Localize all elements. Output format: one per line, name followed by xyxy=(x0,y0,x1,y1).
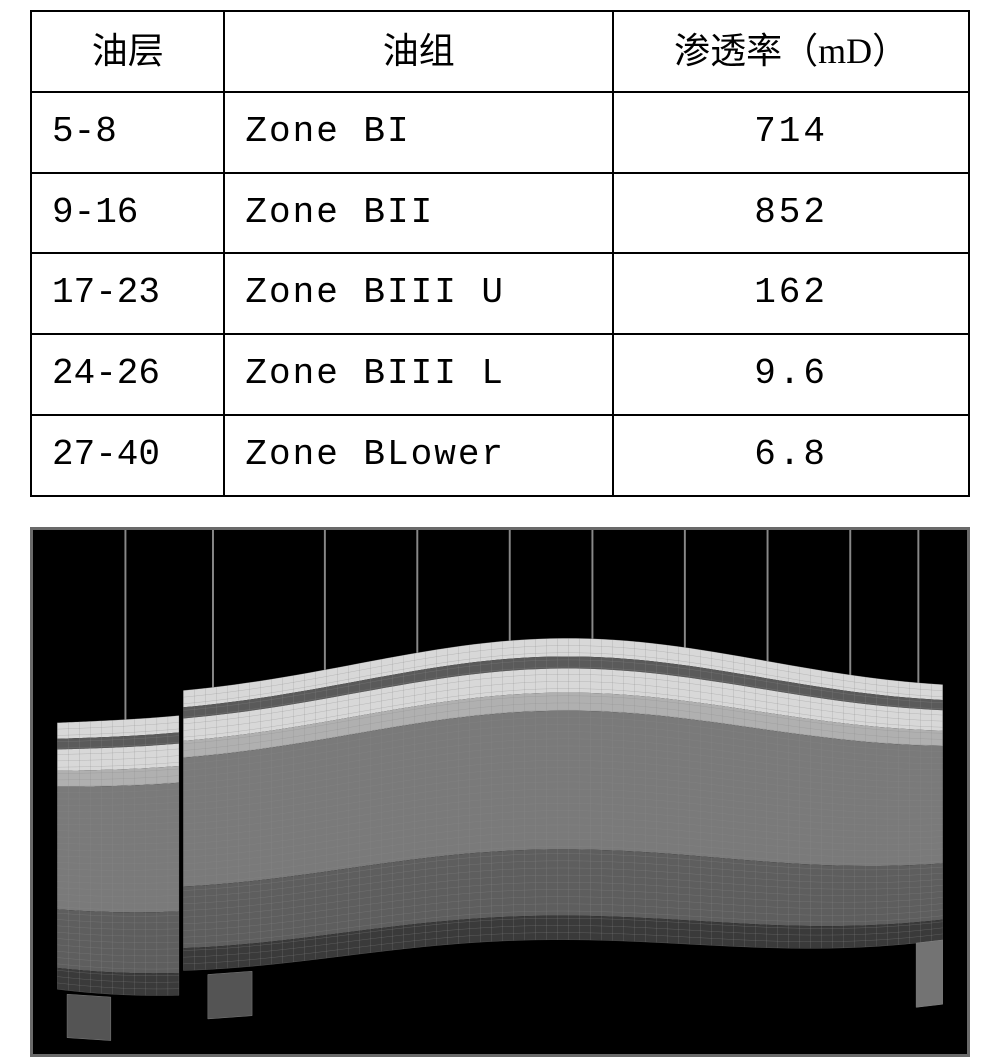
cell-zone: Zone BLower xyxy=(224,415,613,496)
table-body: 5-8 Zone BI 714 9-16 Zone BII 852 17-23 … xyxy=(31,92,969,496)
table-wrapper: 油层 油组 渗透率（mD） 5-8 Zone BI 714 9-16 Zone … xyxy=(10,10,990,497)
cell-zone: Zone BIII L xyxy=(224,334,613,415)
geological-model-svg xyxy=(33,530,967,1054)
cell-layer: 9-16 xyxy=(31,173,224,254)
col-header-layer: 油层 xyxy=(31,11,224,92)
geological-model-viewport xyxy=(30,527,970,1057)
cell-perm: 6.8 xyxy=(613,415,969,496)
table-row: 24-26 Zone BIII L 9.6 xyxy=(31,334,969,415)
cell-zone: Zone BI xyxy=(224,92,613,173)
cell-perm: 852 xyxy=(613,173,969,254)
cell-layer: 27-40 xyxy=(31,415,224,496)
permeability-table: 油层 油组 渗透率（mD） 5-8 Zone BI 714 9-16 Zone … xyxy=(30,10,970,497)
cell-perm: 9.6 xyxy=(613,334,969,415)
model-root xyxy=(57,530,942,1041)
page-container: 油层 油组 渗透率（mD） 5-8 Zone BI 714 9-16 Zone … xyxy=(10,10,990,966)
table-header-row: 油层 油组 渗透率（mD） xyxy=(31,11,969,92)
col-header-permeability: 渗透率（mD） xyxy=(613,11,969,92)
cell-perm: 162 xyxy=(613,253,969,334)
model-wrapper xyxy=(10,527,990,1057)
cell-zone: Zone BIII U xyxy=(224,253,613,334)
table-row: 17-23 Zone BIII U 162 xyxy=(31,253,969,334)
cell-zone: Zone BII xyxy=(224,173,613,254)
table-row: 9-16 Zone BII 852 xyxy=(31,173,969,254)
table-row: 27-40 Zone BLower 6.8 xyxy=(31,415,969,496)
cell-perm: 714 xyxy=(613,92,969,173)
cell-layer: 24-26 xyxy=(31,334,224,415)
cell-layer: 17-23 xyxy=(31,253,224,334)
cell-layer: 5-8 xyxy=(31,92,224,173)
col-header-zone: 油组 xyxy=(224,11,613,92)
table-row: 5-8 Zone BI 714 xyxy=(31,92,969,173)
